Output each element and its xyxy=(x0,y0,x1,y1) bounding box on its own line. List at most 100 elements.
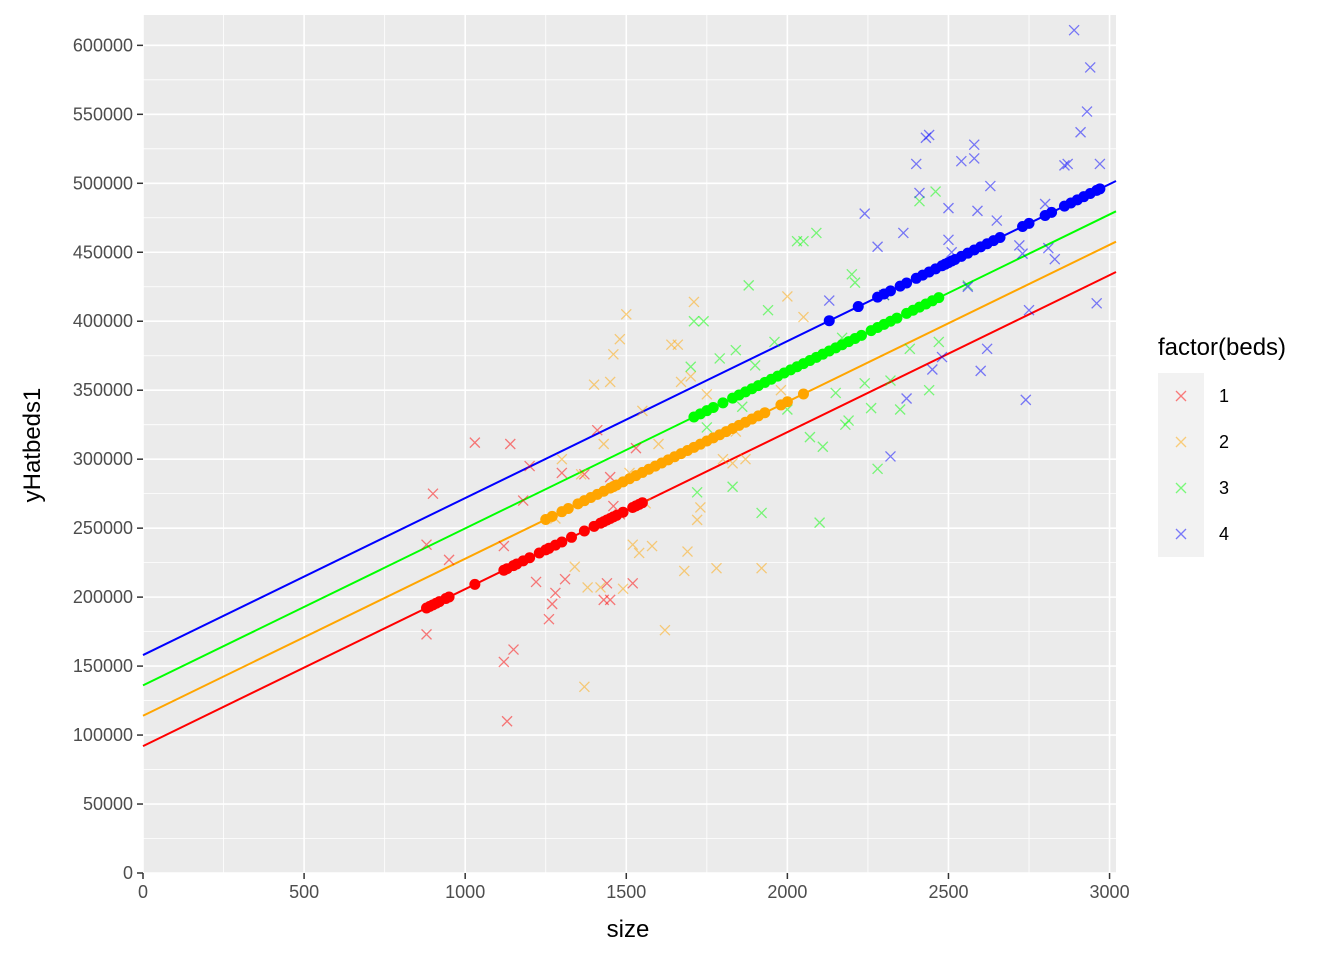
observed-point-beds-3 xyxy=(756,507,768,519)
observed-point-beds-4 xyxy=(1042,242,1054,254)
x-tick-label: 3000 xyxy=(1090,882,1130,902)
observed-point-beds-4 xyxy=(859,208,871,220)
observed-point-beds-1 xyxy=(421,628,432,640)
observed-points xyxy=(421,24,1106,727)
observed-point-beds-1 xyxy=(604,594,616,606)
observed-point-beds-4 xyxy=(1081,106,1093,118)
observed-point-beds-1 xyxy=(421,539,432,551)
observed-point-beds-4 xyxy=(943,234,954,246)
observed-point-beds-4 xyxy=(975,365,987,377)
fitted-point-beds-3 xyxy=(717,397,729,409)
observed-point-beds-4 xyxy=(984,180,996,192)
observed-point-beds-2 xyxy=(756,562,768,574)
observed-point-beds-2 xyxy=(740,453,751,465)
observed-point-beds-4 xyxy=(914,187,925,199)
observed-point-beds-3 xyxy=(736,401,748,413)
observed-point-beds-2 xyxy=(607,348,619,360)
fitted-point-beds-2 xyxy=(759,407,771,419)
observed-point-beds-2 xyxy=(604,376,616,388)
observed-point-beds-3 xyxy=(849,277,861,289)
observed-point-beds-3 xyxy=(859,377,871,389)
observed-point-beds-2 xyxy=(633,547,645,559)
observed-point-beds-2 xyxy=(569,561,581,573)
observed-point-beds-2 xyxy=(636,405,648,417)
observed-point-beds-1 xyxy=(559,573,571,585)
legend-label-4: 4 xyxy=(1219,524,1229,544)
observed-point-beds-1 xyxy=(530,576,542,588)
observed-point-beds-3 xyxy=(817,441,829,453)
observed-point-beds-2 xyxy=(685,370,697,382)
observed-point-beds-4 xyxy=(1023,304,1035,316)
observed-point-beds-4 xyxy=(1020,394,1032,406)
observed-point-beds-3 xyxy=(914,195,925,207)
observed-point-beds-4 xyxy=(1062,158,1074,170)
legend-marker-4 xyxy=(1175,528,1187,540)
observed-point-beds-3 xyxy=(749,359,761,371)
fitted-point-beds-1 xyxy=(617,506,629,518)
fitted-point-beds-4 xyxy=(1046,206,1058,218)
fitted-point-beds-4 xyxy=(901,277,913,289)
observed-point-beds-2 xyxy=(694,501,706,513)
x-tick-label: 0 xyxy=(138,882,148,902)
y-tick-label: 400000 xyxy=(73,311,133,331)
observed-point-beds-4 xyxy=(901,393,913,404)
fitted-point-beds-2 xyxy=(546,510,558,522)
observed-point-beds-4 xyxy=(885,450,896,462)
observed-point-beds-2 xyxy=(575,468,587,480)
observed-point-beds-1 xyxy=(498,540,510,552)
observed-point-beds-3 xyxy=(885,375,896,387)
observed-point-beds-2 xyxy=(678,565,690,577)
observed-point-beds-2 xyxy=(781,290,793,302)
observed-point-beds-3 xyxy=(894,404,906,415)
observed-point-beds-3 xyxy=(930,186,942,198)
fitted-point-beds-2 xyxy=(562,503,574,515)
y-tick-label: 300000 xyxy=(73,449,133,469)
observed-point-beds-2 xyxy=(588,379,600,391)
observed-point-beds-1 xyxy=(543,613,555,625)
x-tick-label: 1500 xyxy=(606,882,646,902)
observed-point-beds-3 xyxy=(810,227,822,239)
fitted-point-beds-2 xyxy=(797,388,809,400)
fitted-point-beds-1 xyxy=(469,578,481,590)
observed-point-beds-1 xyxy=(578,468,590,480)
observed-point-beds-3 xyxy=(846,268,858,280)
observed-point-beds-4 xyxy=(968,139,980,151)
observed-point-beds-1 xyxy=(524,460,536,472)
observed-point-beds-3 xyxy=(714,353,726,364)
observed-point-beds-4 xyxy=(981,343,993,355)
observed-point-beds-2 xyxy=(717,453,729,465)
fitted-point-beds-1 xyxy=(578,525,590,537)
observed-point-beds-2 xyxy=(672,339,684,351)
observed-point-beds-4 xyxy=(1094,158,1106,170)
observed-point-beds-2 xyxy=(582,582,594,593)
observed-point-beds-1 xyxy=(549,587,561,599)
fitted-point-beds-3 xyxy=(707,402,719,414)
observed-point-beds-1 xyxy=(498,656,510,668)
observed-point-beds-4 xyxy=(972,205,983,217)
observed-point-beds-1 xyxy=(508,644,519,655)
legend-label-3: 3 xyxy=(1219,478,1229,498)
observed-point-beds-1 xyxy=(591,424,603,436)
x-tick-label: 2500 xyxy=(928,882,968,902)
observed-point-beds-4 xyxy=(1017,248,1029,260)
y-tick-label: 100000 xyxy=(73,725,133,745)
observed-point-beds-2 xyxy=(598,438,610,450)
legend-title: factor(beds) xyxy=(1158,334,1286,361)
observed-point-beds-4 xyxy=(991,215,1003,226)
observed-point-beds-2 xyxy=(617,583,629,595)
fitted-point-beds-1 xyxy=(556,536,568,548)
observed-point-beds-2 xyxy=(798,311,809,323)
fitted-point-beds-1 xyxy=(524,552,536,564)
observed-point-beds-1 xyxy=(501,715,513,727)
observed-point-beds-1 xyxy=(607,500,619,512)
observed-point-beds-2 xyxy=(701,388,713,400)
observed-point-beds-2 xyxy=(691,514,703,526)
y-tick-label: 200000 xyxy=(73,587,133,607)
observed-point-beds-2 xyxy=(556,453,568,465)
observed-point-beds-3 xyxy=(804,431,816,443)
legend-marker-2 xyxy=(1175,436,1187,448)
observed-point-beds-2 xyxy=(614,333,626,345)
observed-point-beds-3 xyxy=(830,387,842,399)
observed-point-beds-4 xyxy=(823,295,835,306)
